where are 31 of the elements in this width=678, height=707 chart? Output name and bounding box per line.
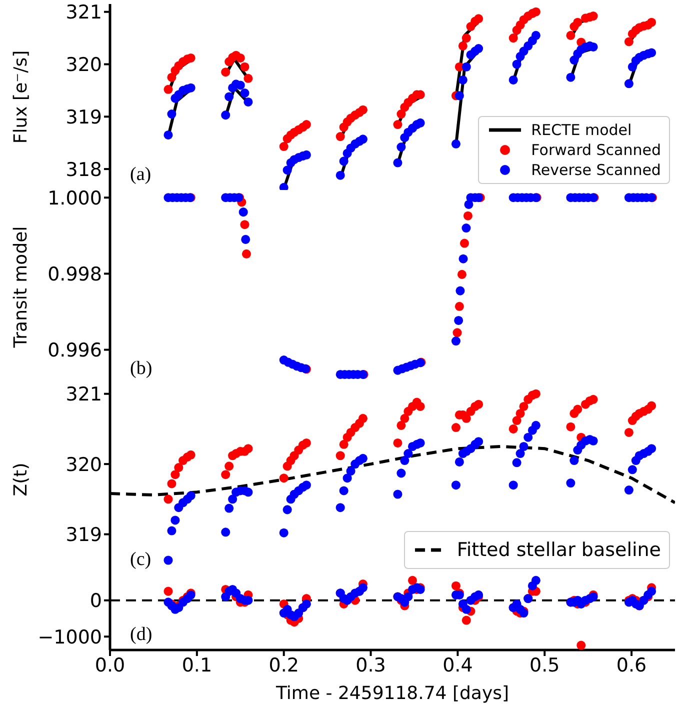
legend-label: Fitted stellar baseline bbox=[456, 538, 661, 563]
annotation: (b) bbox=[130, 358, 152, 380]
y-tick-label: 0.996 bbox=[48, 340, 102, 362]
x-tick-label: 0.1 bbox=[182, 654, 212, 676]
x-axis-title: Time - 2459118.74 [days] bbox=[274, 683, 510, 704]
x-tick-label: 0.5 bbox=[530, 654, 560, 676]
y-tick-label: 1.000 bbox=[48, 187, 102, 210]
y-axis-title: Transit model bbox=[10, 226, 32, 349]
y-tick-label: −1000 bbox=[38, 626, 102, 648]
x-tick-label: 0.3 bbox=[356, 654, 386, 676]
y-tick-label: 318 bbox=[66, 158, 102, 181]
y-tick-label: 319 bbox=[66, 106, 102, 128]
annotation: (d) bbox=[130, 624, 152, 646]
y-tick-label: 320 bbox=[66, 454, 102, 476]
legend-label: RECTE model bbox=[531, 120, 632, 140]
y-tick-label: 0 bbox=[90, 590, 102, 612]
y-tick-label: 321 bbox=[66, 2, 102, 24]
legend-label: Forward Scanned bbox=[531, 140, 661, 160]
x-tick-label: 0.0 bbox=[94, 654, 126, 676]
x-tick-label: 0.6 bbox=[616, 654, 647, 676]
y-tick-label: 321 bbox=[66, 384, 102, 406]
annotation: (a) bbox=[130, 164, 152, 186]
y-tick-label: 319 bbox=[66, 524, 102, 546]
y-axis-title: Z(t) bbox=[10, 462, 32, 496]
annotation: (c) bbox=[130, 549, 152, 571]
x-tick-label: 0.2 bbox=[268, 654, 299, 676]
y-tick-label: 320 bbox=[66, 54, 102, 76]
y-tick-label: 0.998 bbox=[48, 263, 102, 286]
x-tick-label: 0.4 bbox=[442, 654, 473, 676]
legend-label: Reverse Scanned bbox=[531, 160, 661, 180]
y-axis-title: Flux [e⁻/s] bbox=[10, 50, 32, 144]
